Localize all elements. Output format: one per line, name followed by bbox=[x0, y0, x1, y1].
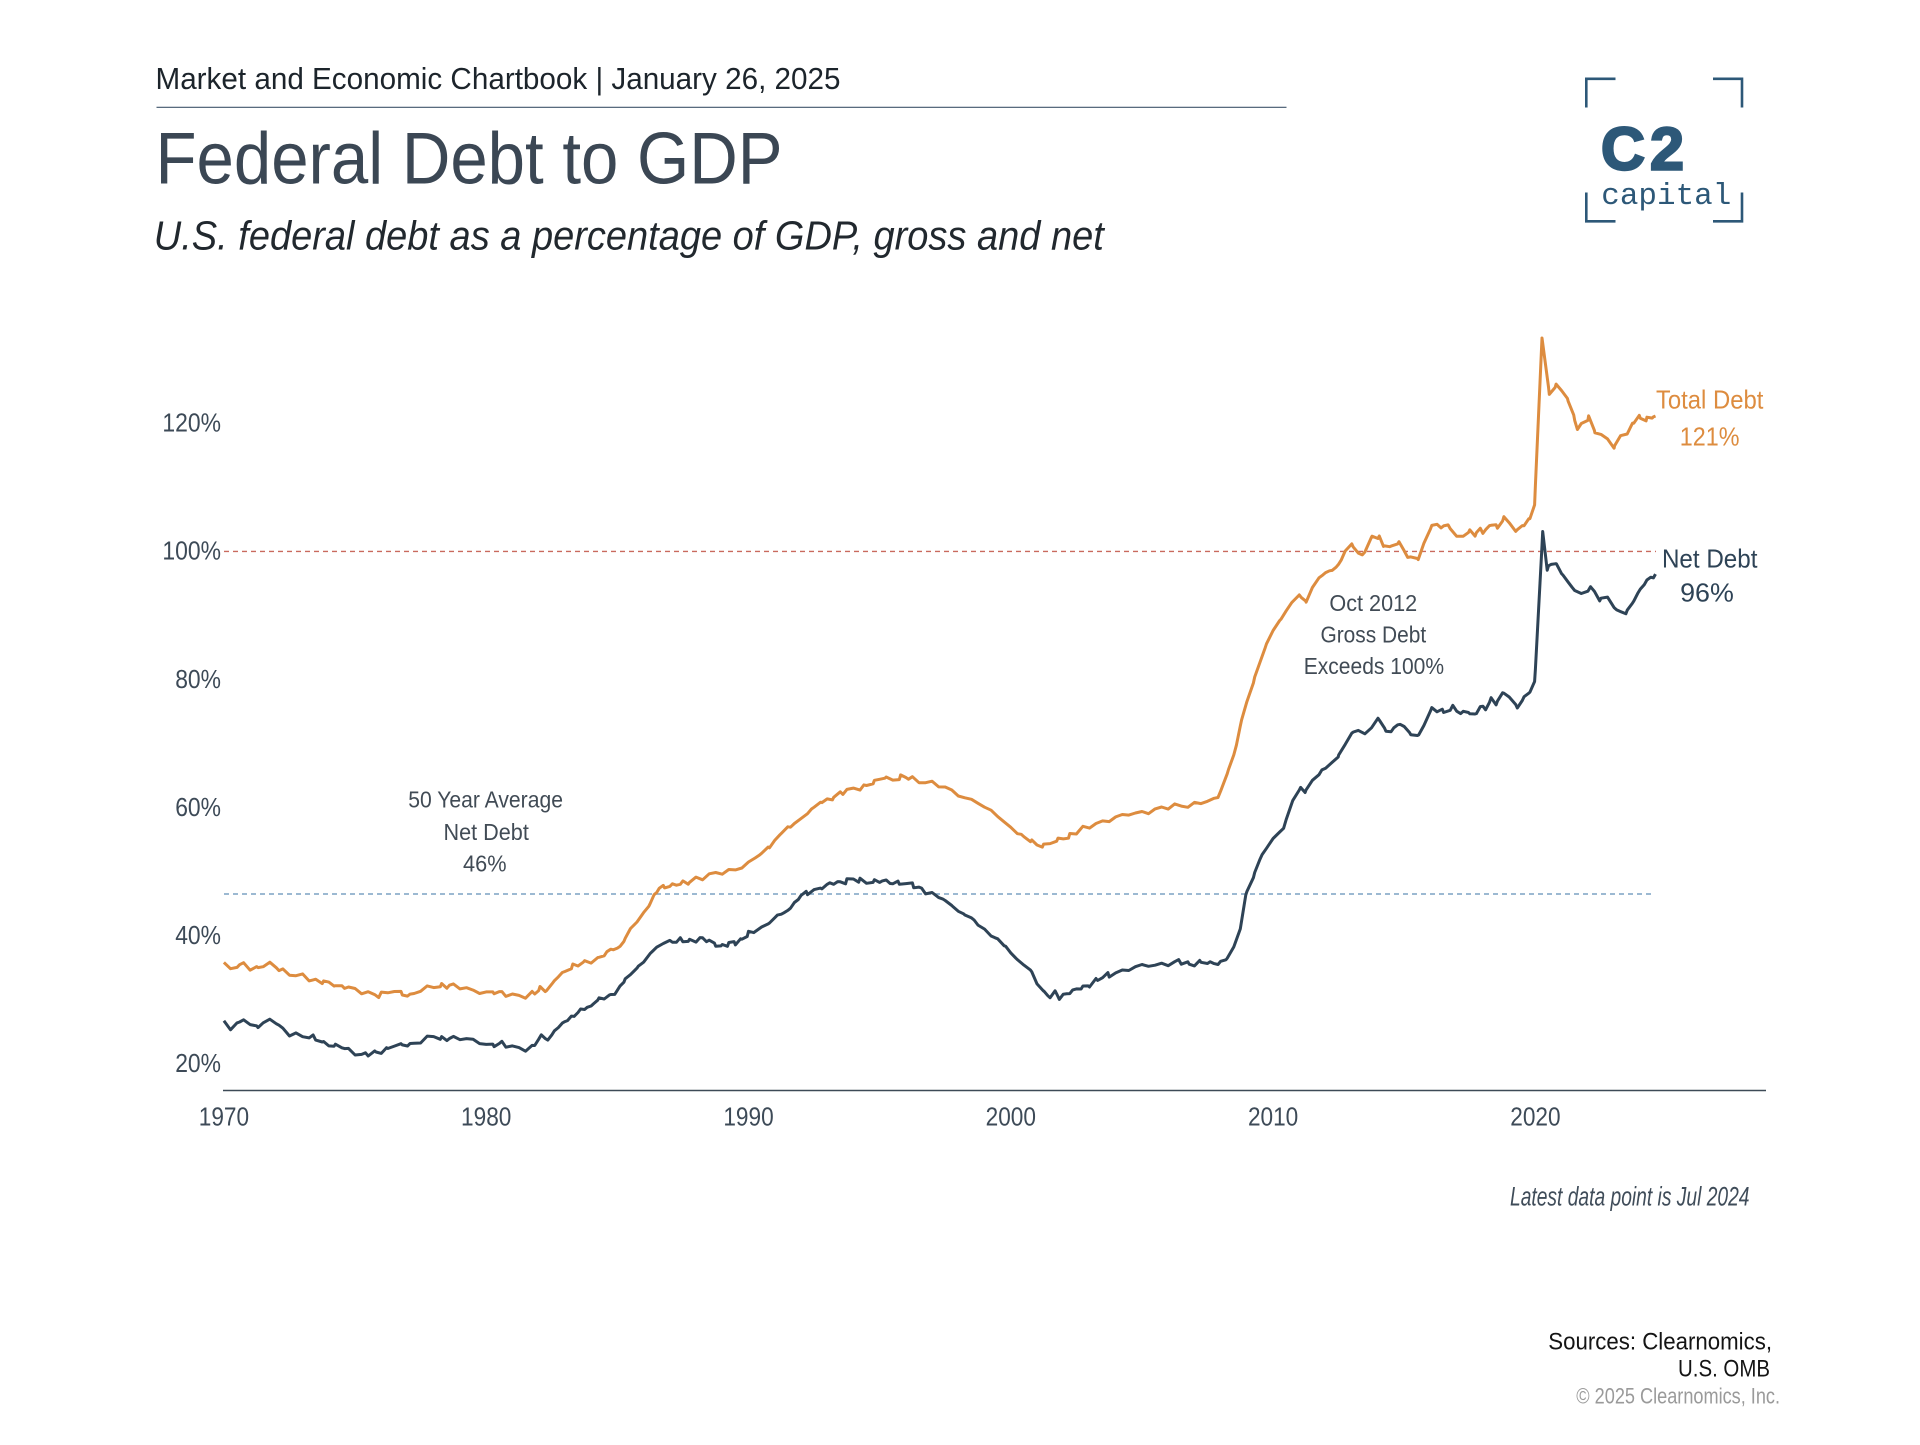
svg-text:96%: 96% bbox=[1680, 578, 1734, 608]
svg-text:Federal Debt to GDP: Federal Debt to GDP bbox=[156, 118, 783, 199]
svg-text:Net Debt: Net Debt bbox=[1662, 544, 1758, 574]
svg-text:121%: 121% bbox=[1680, 422, 1740, 452]
svg-text:Total Debt: Total Debt bbox=[1656, 385, 1764, 415]
svg-text:2000: 2000 bbox=[986, 1102, 1036, 1132]
svg-text:1980: 1980 bbox=[461, 1102, 511, 1132]
svg-text:100%: 100% bbox=[162, 536, 221, 566]
svg-text:1990: 1990 bbox=[723, 1102, 773, 1132]
svg-text:© 2025 Clearnomics, Inc.: © 2025 Clearnomics, Inc. bbox=[1576, 1383, 1780, 1408]
svg-text:2: 2 bbox=[1650, 115, 1684, 182]
svg-text:Net Debt: Net Debt bbox=[444, 819, 530, 845]
svg-text:50 Year Average: 50 Year Average bbox=[408, 787, 563, 813]
svg-text:Sources: Clearnomics,: Sources: Clearnomics, bbox=[1548, 1328, 1772, 1355]
svg-text:C: C bbox=[1601, 115, 1645, 182]
svg-text:capital: capital bbox=[1601, 179, 1731, 214]
svg-text:2020: 2020 bbox=[1510, 1102, 1560, 1132]
svg-text:80%: 80% bbox=[175, 664, 221, 694]
svg-text:40%: 40% bbox=[175, 920, 221, 950]
svg-text:46%: 46% bbox=[463, 851, 507, 877]
svg-text:U.S. federal debt as a percent: U.S. federal debt as a percentage of GDP… bbox=[154, 213, 1105, 259]
svg-text:60%: 60% bbox=[175, 792, 221, 822]
svg-text:1970: 1970 bbox=[199, 1102, 249, 1132]
svg-text:Market and Economic Chartbook: Market and Economic Chartbook | January … bbox=[156, 61, 841, 96]
svg-text:20%: 20% bbox=[175, 1048, 221, 1078]
svg-text:Latest data point is Jul 2024: Latest data point is Jul 2024 bbox=[1510, 1181, 1750, 1211]
svg-text:Oct 2012: Oct 2012 bbox=[1329, 590, 1417, 616]
svg-text:2010: 2010 bbox=[1248, 1102, 1298, 1132]
svg-text:120%: 120% bbox=[162, 408, 221, 438]
svg-text:Exceeds 100%: Exceeds 100% bbox=[1304, 653, 1444, 679]
svg-text:Gross Debt: Gross Debt bbox=[1320, 622, 1426, 648]
svg-text:U.S. OMB: U.S. OMB bbox=[1678, 1356, 1770, 1383]
